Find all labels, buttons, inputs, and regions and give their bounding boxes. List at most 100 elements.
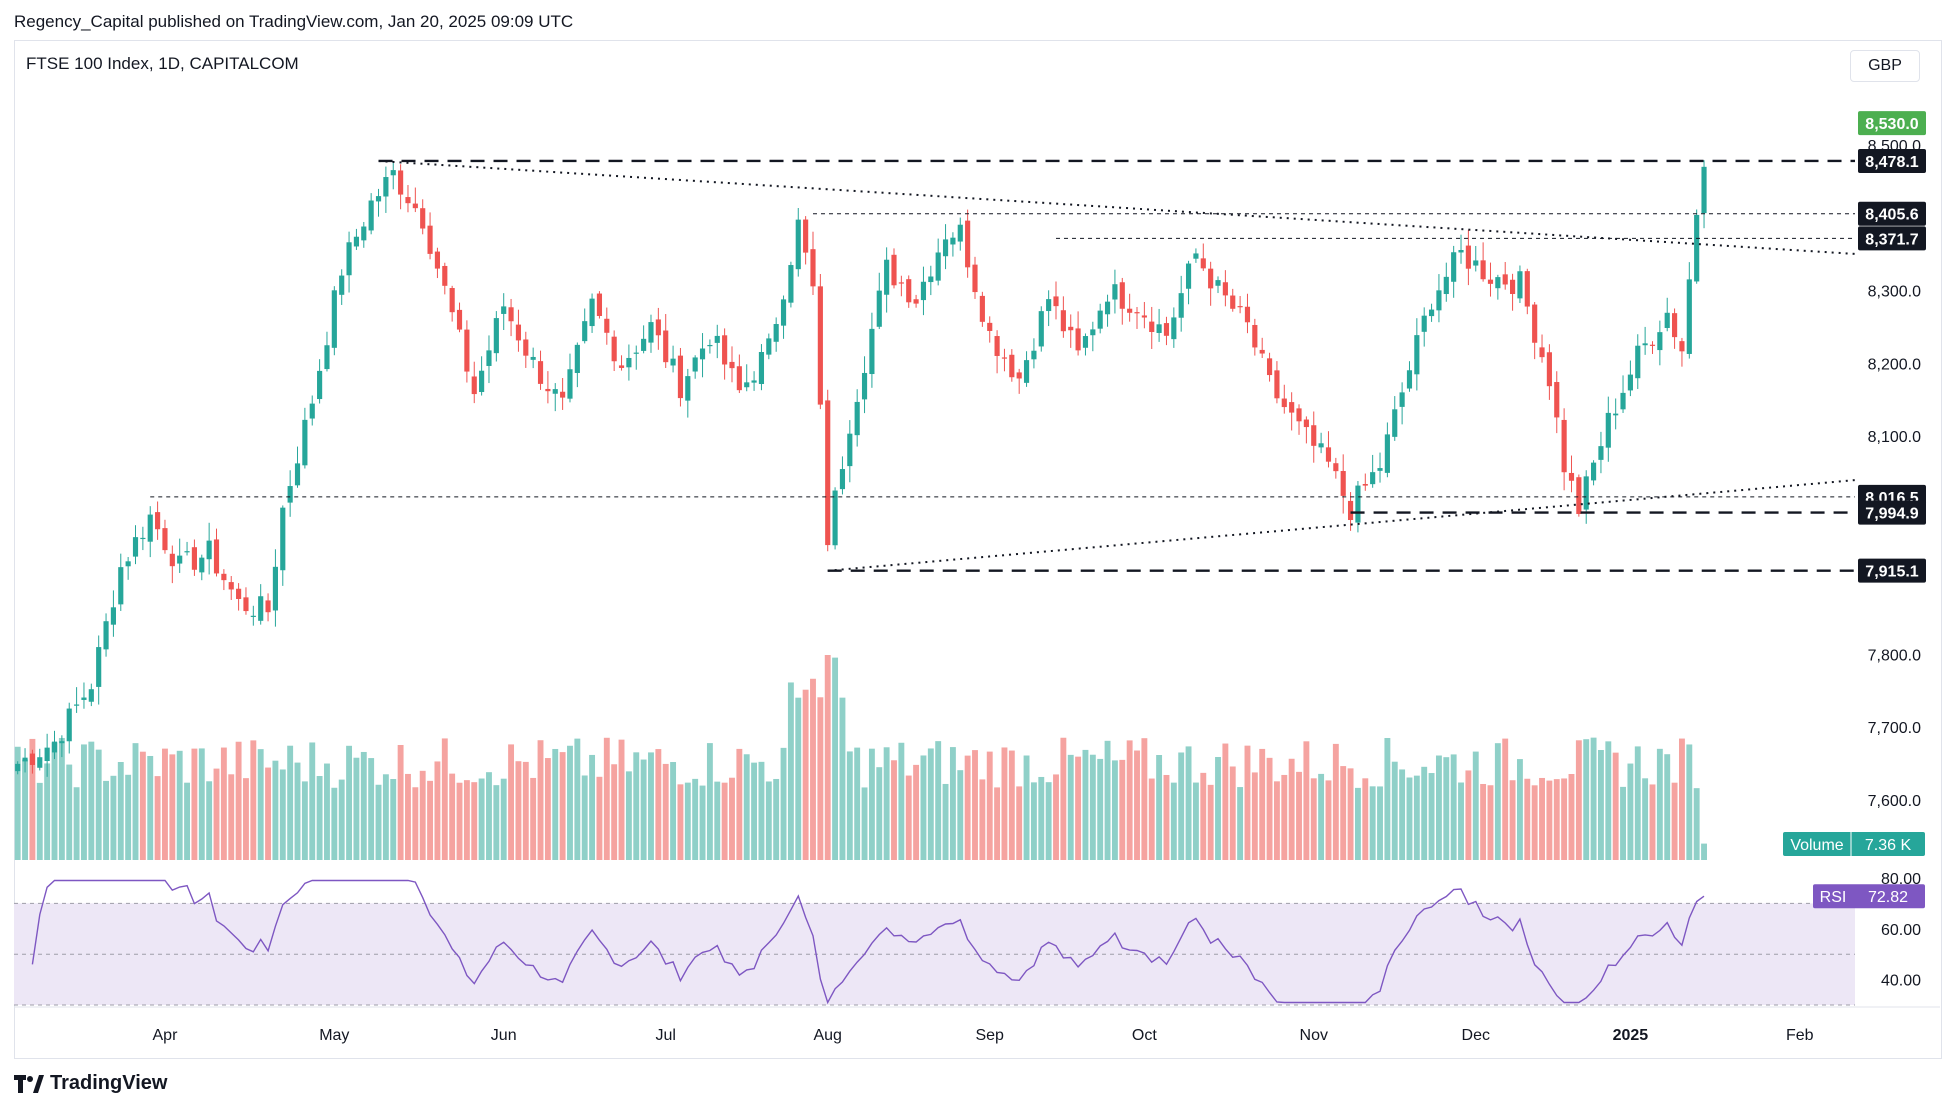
candle-body [736,366,742,391]
candle [1333,457,1339,479]
candle [965,209,971,278]
tradingview-logo[interactable]: TradingView [14,1072,167,1095]
candle [1406,361,1413,392]
candle [1244,293,1251,334]
candle-body [361,226,367,241]
candle [1215,276,1221,294]
volume-bar [1266,757,1273,860]
volume-bar [382,774,389,860]
candle [957,217,963,251]
candle-body [1281,398,1287,408]
candle [1274,361,1280,404]
candle [773,317,779,352]
candle [626,344,632,381]
candle-body [221,573,227,581]
candle [118,553,124,611]
candle [795,208,801,277]
candle-body [339,275,345,295]
candle-body [744,382,750,388]
candle-body [1023,360,1030,383]
volume-bar [73,787,80,860]
candle [1053,281,1059,320]
candle-body [1068,326,1074,331]
candle [1104,294,1111,327]
volume-bar [832,657,839,860]
candle [331,286,337,356]
volume-bar [500,778,507,860]
candle [294,446,301,488]
candle-body [567,369,573,399]
volume-pane [14,655,1707,860]
candle [471,361,477,404]
candle-body [191,547,197,570]
candle [1281,384,1287,414]
candle [1362,473,1368,491]
candle-body [258,596,264,621]
candle [854,389,860,447]
candle [1156,308,1162,342]
candle-body [1627,374,1633,391]
volume-bar [346,745,353,860]
candle [736,354,742,394]
candle-body [81,697,87,700]
candle-body [1178,293,1184,318]
symbol-title[interactable]: FTSE 100 Index, 1D, CAPITALCOM [26,54,299,73]
tradingview-logo-icon [14,1074,44,1093]
candle-body [1127,308,1133,313]
candle-body [1428,309,1435,317]
candle-body [1289,402,1295,413]
volume-bar [88,741,95,860]
candle-body [1694,214,1700,282]
volume-bar [1494,743,1501,860]
candle-body [309,403,315,419]
candle [1627,360,1633,397]
volume-bar [368,758,375,860]
volume-bar [1480,783,1487,860]
candle [1377,452,1383,483]
candle [353,228,360,250]
candle [825,389,831,552]
volume-bar [1369,786,1376,860]
candle [1340,454,1346,514]
candle [545,371,551,404]
rsi-tick-label: 40.00 [1881,973,1921,990]
volume-bar [360,751,367,860]
candle [1576,474,1582,517]
candle [427,212,433,260]
volume-bar [618,739,625,860]
candle-body [1208,268,1214,289]
candle-body [390,170,396,176]
candle-body [1333,463,1339,472]
candle-body [213,539,220,574]
candle-body [280,507,286,571]
candle [1311,411,1317,463]
candle [81,682,87,709]
candle [464,320,470,383]
volume-bar [846,751,853,860]
price-tick-label: 7,800.0 [1868,647,1921,664]
volume-bar [1671,782,1678,860]
candle-body [434,251,441,269]
candle [339,269,345,305]
candle [618,355,625,371]
volume-bar [235,741,242,860]
candle [906,275,912,308]
candle-body [1657,332,1663,351]
price-label-text: 8,405.6 [1865,207,1918,224]
volume-bar [1178,752,1185,860]
candle [803,216,809,265]
candle-body [1053,296,1059,307]
candle [15,761,21,775]
volume-bar [898,742,905,860]
candle-body [751,380,757,383]
candle-body [508,307,514,322]
volume-bar [1568,774,1575,860]
volume-bar [1023,755,1030,860]
candle [1487,262,1494,297]
currency-button[interactable]: GBP [1850,50,1920,82]
price-label-badge: 8,371.7 [1858,226,1926,251]
candle-body [125,561,131,567]
candle [1443,262,1449,302]
candle [1598,431,1604,474]
